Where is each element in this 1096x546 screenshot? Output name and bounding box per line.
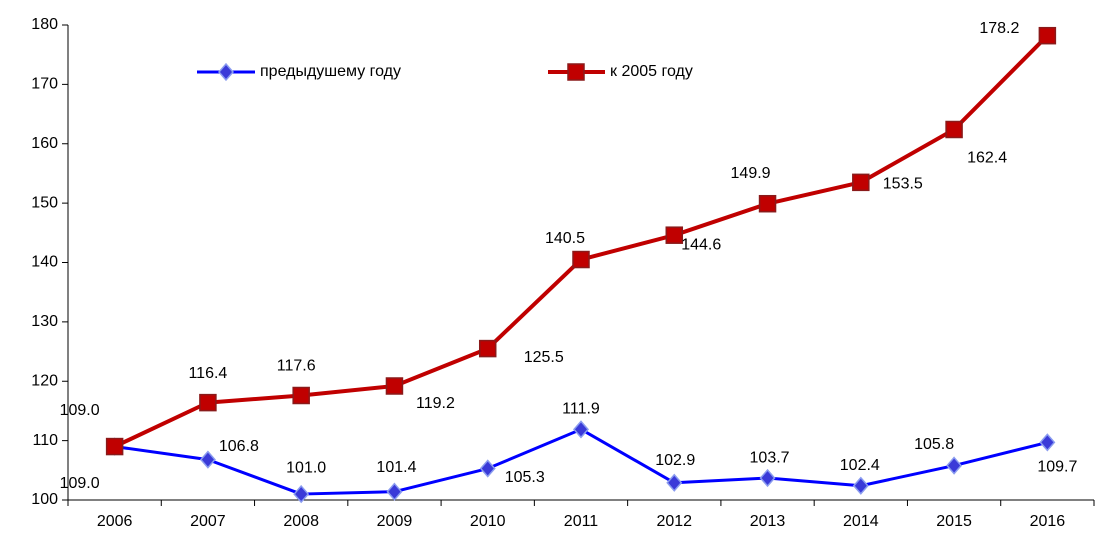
x-tick-label: 2009	[377, 513, 413, 530]
legend-label: к 2005 году	[610, 63, 693, 80]
data-label: 102.4	[840, 457, 880, 474]
data-label: 119.2	[416, 395, 455, 412]
data-label: 109.0	[60, 475, 100, 492]
y-tick-label: 180	[31, 16, 58, 33]
point	[573, 420, 589, 439]
point	[852, 476, 869, 495]
x-tick-label: 2010	[470, 513, 506, 530]
data-label: 140.5	[545, 230, 585, 247]
y-tick-label: 120	[31, 372, 58, 389]
data-label: 101.0	[286, 459, 326, 476]
y-tick-label: 160	[31, 135, 58, 152]
x-tick-label: 2016	[1030, 513, 1066, 530]
point	[292, 386, 310, 405]
data-label: 106.8	[219, 438, 259, 455]
legend-marker	[218, 62, 234, 82]
data-label: 144.6	[681, 236, 721, 253]
point	[759, 468, 776, 488]
y-tick-label: 100	[31, 491, 58, 508]
legend-marker	[567, 63, 585, 81]
x-tick-label: 2008	[283, 513, 319, 530]
y-tick-label: 110	[32, 432, 58, 449]
point	[293, 484, 310, 504]
data-label: 117.6	[277, 358, 316, 375]
point	[105, 437, 124, 456]
x-tick-label: 2015	[936, 513, 972, 530]
point	[665, 226, 684, 244]
data-label: 116.4	[188, 365, 227, 382]
data-label: 101.4	[376, 459, 416, 476]
data-label: 149.9	[731, 165, 771, 182]
point	[758, 194, 777, 213]
point	[946, 456, 963, 475]
x-tick-label: 2013	[750, 513, 786, 530]
data-label: 178.2	[979, 20, 1019, 37]
x-tick-label: 2014	[843, 513, 879, 530]
point	[479, 459, 496, 478]
y-tick-label: 140	[31, 254, 58, 271]
point	[852, 173, 870, 192]
point	[386, 482, 403, 501]
point	[1039, 433, 1056, 452]
x-tick-label: 2012	[656, 513, 692, 530]
point	[199, 450, 216, 469]
point	[945, 120, 963, 139]
data-label: 153.5	[883, 176, 923, 193]
point	[1038, 26, 1057, 45]
x-tick-label: 2006	[97, 513, 133, 530]
y-tick-label: 130	[31, 313, 58, 330]
data-label: 162.4	[967, 150, 1007, 167]
data-label: 102.9	[655, 452, 695, 469]
data-label: 125.5	[524, 349, 564, 366]
data-label: 111.9	[562, 401, 600, 418]
x-tick-label: 2011	[564, 513, 599, 530]
point	[572, 250, 590, 269]
data-label: 105.3	[505, 469, 545, 486]
point	[199, 393, 217, 412]
legend-label: предыдушему году	[260, 63, 401, 80]
y-tick-label: 150	[31, 194, 58, 211]
x-tick-label: 2007	[190, 513, 226, 530]
data-label: 103.7	[750, 449, 790, 466]
point	[385, 377, 404, 395]
data-label: 109.0	[60, 402, 100, 419]
data-label: 105.8	[914, 436, 954, 453]
point	[666, 473, 683, 492]
y-tick-label: 170	[31, 76, 58, 93]
data-label: 109.7	[1037, 459, 1077, 476]
point	[478, 339, 497, 358]
